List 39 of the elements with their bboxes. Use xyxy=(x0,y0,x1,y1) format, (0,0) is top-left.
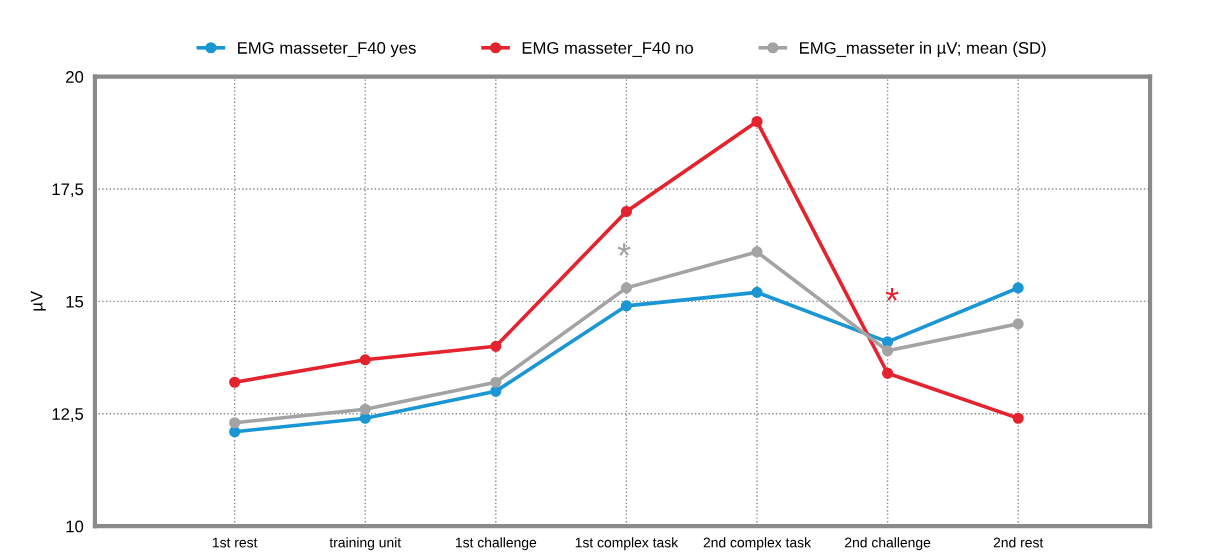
point xyxy=(882,336,894,348)
point xyxy=(359,403,371,415)
annotation: * xyxy=(617,243,631,256)
point xyxy=(751,115,763,128)
point xyxy=(620,300,632,312)
point xyxy=(620,205,632,218)
legend-label: EMG masseter_F40 yes xyxy=(238,42,416,58)
annotation: * xyxy=(885,288,899,301)
point xyxy=(490,385,502,397)
point xyxy=(359,412,371,424)
x-tick-label: 2nd complex task xyxy=(703,537,812,551)
point xyxy=(1012,412,1024,424)
y-tick-label: 15 xyxy=(66,295,84,308)
y-tick-label: 10 xyxy=(66,520,84,533)
point xyxy=(490,340,502,352)
x-tick-label: 1st rest xyxy=(212,537,258,548)
point xyxy=(882,367,894,379)
legend-label: EMG masseter_F40 no xyxy=(522,42,693,57)
point xyxy=(882,345,894,357)
point xyxy=(620,282,632,294)
point xyxy=(751,246,763,258)
x-tick-label: 2nd challenge xyxy=(845,537,931,551)
x-tick-label: 1st challenge xyxy=(455,537,537,551)
x-tick-label: 2nd rest xyxy=(993,537,1044,548)
point xyxy=(229,426,241,438)
x-tick-label: 1st complex task xyxy=(575,537,679,551)
point xyxy=(359,354,371,366)
point xyxy=(1012,282,1024,294)
point xyxy=(229,376,241,388)
x-tick-label: training unit xyxy=(329,537,402,551)
y-tick-label: 12,5 xyxy=(52,408,84,422)
y-axis-title: µV xyxy=(30,291,46,311)
point xyxy=(1012,318,1024,330)
y-tick-label: 17,5 xyxy=(52,183,84,198)
point xyxy=(490,376,502,388)
point xyxy=(751,286,763,298)
y-tick-label: 20 xyxy=(66,70,84,83)
legend-label: EMG_masseter in µV; mean (SD) xyxy=(800,41,1046,58)
point xyxy=(229,417,241,429)
